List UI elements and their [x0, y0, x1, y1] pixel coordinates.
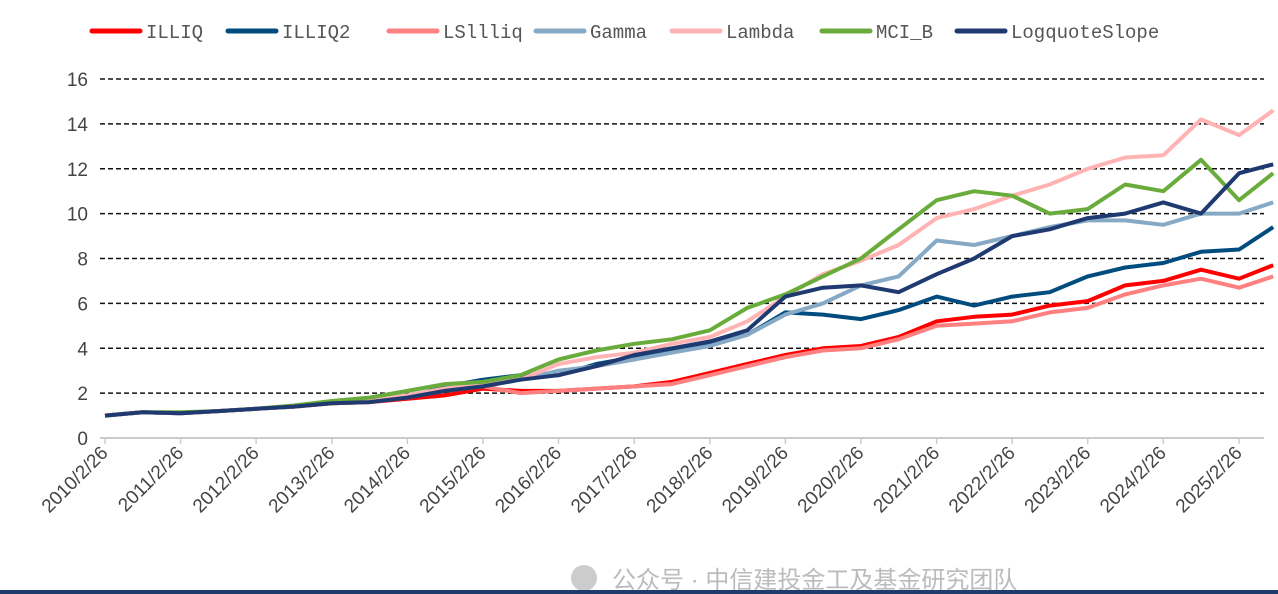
y-tick-label: 14: [67, 115, 89, 136]
x-tick-label: 2023/2/26: [1021, 443, 1096, 518]
x-tick-label: 2012/2/26: [189, 443, 264, 518]
legend-label: ILLIQ2: [282, 22, 350, 44]
y-tick-label: 12: [67, 160, 88, 181]
x-tick-label: 2011/2/26: [114, 443, 188, 517]
legend-item-lambda: Lambda: [669, 22, 794, 44]
x-tick-label: 2024/2/26: [1096, 443, 1171, 518]
legend-label: MCI_B: [876, 22, 933, 44]
x-tick-label: 2021/2/26: [870, 443, 945, 518]
y-tick-label: 10: [67, 205, 88, 226]
legend-item-illiq2: ILLIQ2: [225, 22, 350, 44]
x-tick-label: 2014/2/26: [340, 443, 415, 518]
legend-item-gamma: Gamma: [533, 22, 647, 44]
legend: ILLIQ ILLIQ2 LSllliq Gamma Lambda MCI_B Logquo…: [89, 22, 1159, 44]
legend-label: Lambda: [726, 22, 794, 44]
y-tick-label: 2: [77, 384, 88, 405]
y-tick-label: 8: [77, 250, 88, 271]
watermark-text: 公众号 · 中信建投金工及基金研究团队: [612, 567, 1017, 594]
legend-label: ILLIQ: [146, 22, 203, 44]
x-tick-label: 2015/2/26: [416, 443, 491, 518]
y-tick-label: 16: [67, 70, 88, 91]
x-tick-label: 2020/2/26: [794, 443, 869, 518]
x-tick-label: 2013/2/26: [265, 443, 340, 518]
x-tick-label: 2010/2/26: [38, 443, 113, 518]
series-lines: [104, 108, 1275, 418]
y-tick-label: 0: [77, 429, 88, 450]
x-tick-label: 2017/2/26: [567, 443, 642, 518]
legend-item-logquoteslope: LogquoteSlope: [954, 22, 1159, 44]
legend-label: LSllliq: [443, 22, 523, 44]
watermark: 公众号 · 中信建投金工及基金研究团队: [571, 565, 1017, 594]
x-tick-label: 2022/2/26: [945, 443, 1020, 518]
legend-label: LogquoteSlope: [1011, 22, 1159, 44]
x-tick-label: 2018/2/26: [643, 443, 718, 518]
legend-item-mci_b: MCI_B: [819, 22, 933, 44]
legend-item-illiq: ILLIQ: [89, 22, 203, 44]
bottom-border: [0, 590, 1278, 594]
legend-item-lsllliq: LSllliq: [386, 22, 523, 44]
series-line-lambda: [104, 108, 1275, 418]
x-tick-label: 2025/2/26: [1172, 443, 1247, 518]
x-tick-label: 2016/2/26: [491, 443, 566, 518]
y-tick-label: 4: [77, 339, 88, 360]
legend-label: Gamma: [590, 22, 647, 44]
y-axis: 0 2 4 6 8 10 12 14 16: [67, 70, 89, 450]
series-line-gamma: [104, 200, 1274, 418]
y-tick-label: 6: [77, 294, 88, 315]
series-line-logquoteslope: [104, 162, 1274, 418]
series-line-illiq2: [104, 225, 1275, 418]
x-axis: 2010/2/26 2011/2/26 2012/2/26 2013/2/26 2014…: [38, 437, 1264, 518]
x-tick-label: 2019/2/26: [718, 443, 793, 518]
